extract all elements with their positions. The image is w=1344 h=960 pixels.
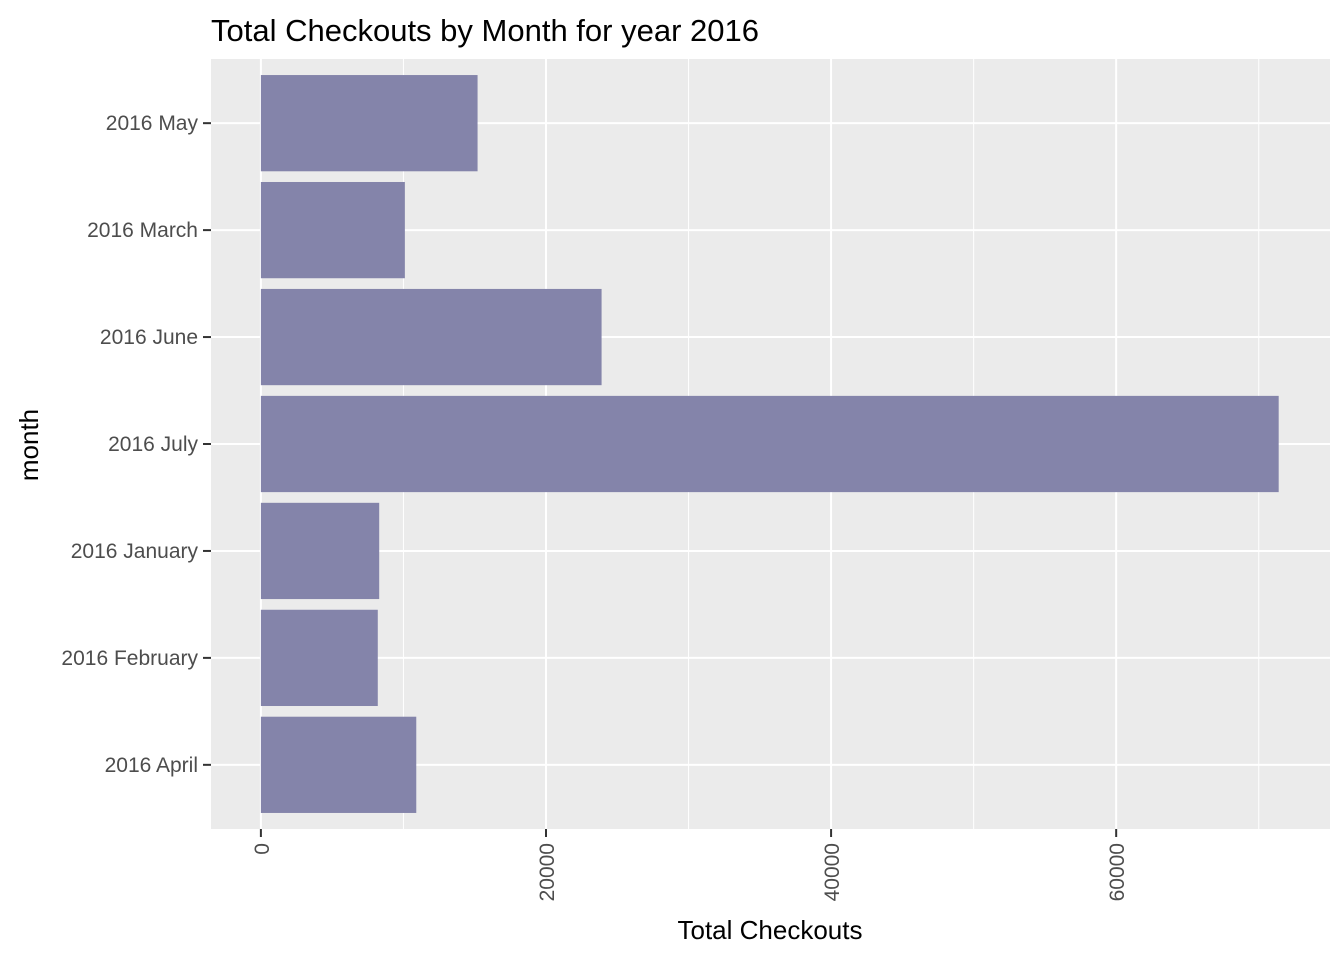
y-axis: 2016 April 2016 February 2016 January 2016 … <box>61 112 211 777</box>
bar <box>260 609 378 707</box>
bar <box>260 502 380 600</box>
x-tick-label: 40000 <box>821 843 844 901</box>
bars <box>260 75 1279 813</box>
y-tick-label: 2016 January <box>71 540 199 563</box>
y-tick-label: 2016 June <box>100 326 198 349</box>
bar <box>260 75 478 172</box>
x-axis-title: Total Checkouts <box>678 915 863 945</box>
y-axis-title: month <box>14 409 44 481</box>
x-tick-label: 0 <box>251 843 274 855</box>
x-tick-label: 60000 <box>1106 843 1129 901</box>
bar <box>260 181 405 279</box>
y-tick-label: 2016 April <box>105 754 198 777</box>
y-tick-label: 2016 May <box>106 112 199 135</box>
x-axis: 0 20000 40000 60000 <box>251 829 1129 901</box>
bar <box>260 288 602 386</box>
bar <box>260 716 417 813</box>
y-tick-label: 2016 July <box>108 433 198 456</box>
y-tick-label: 2016 March <box>87 219 198 242</box>
y-tick-label: 2016 February <box>61 647 198 670</box>
chart-title: Total Checkouts by Month for year 2016 <box>211 13 759 48</box>
x-tick-label: 20000 <box>536 843 559 901</box>
bar <box>260 395 1279 493</box>
